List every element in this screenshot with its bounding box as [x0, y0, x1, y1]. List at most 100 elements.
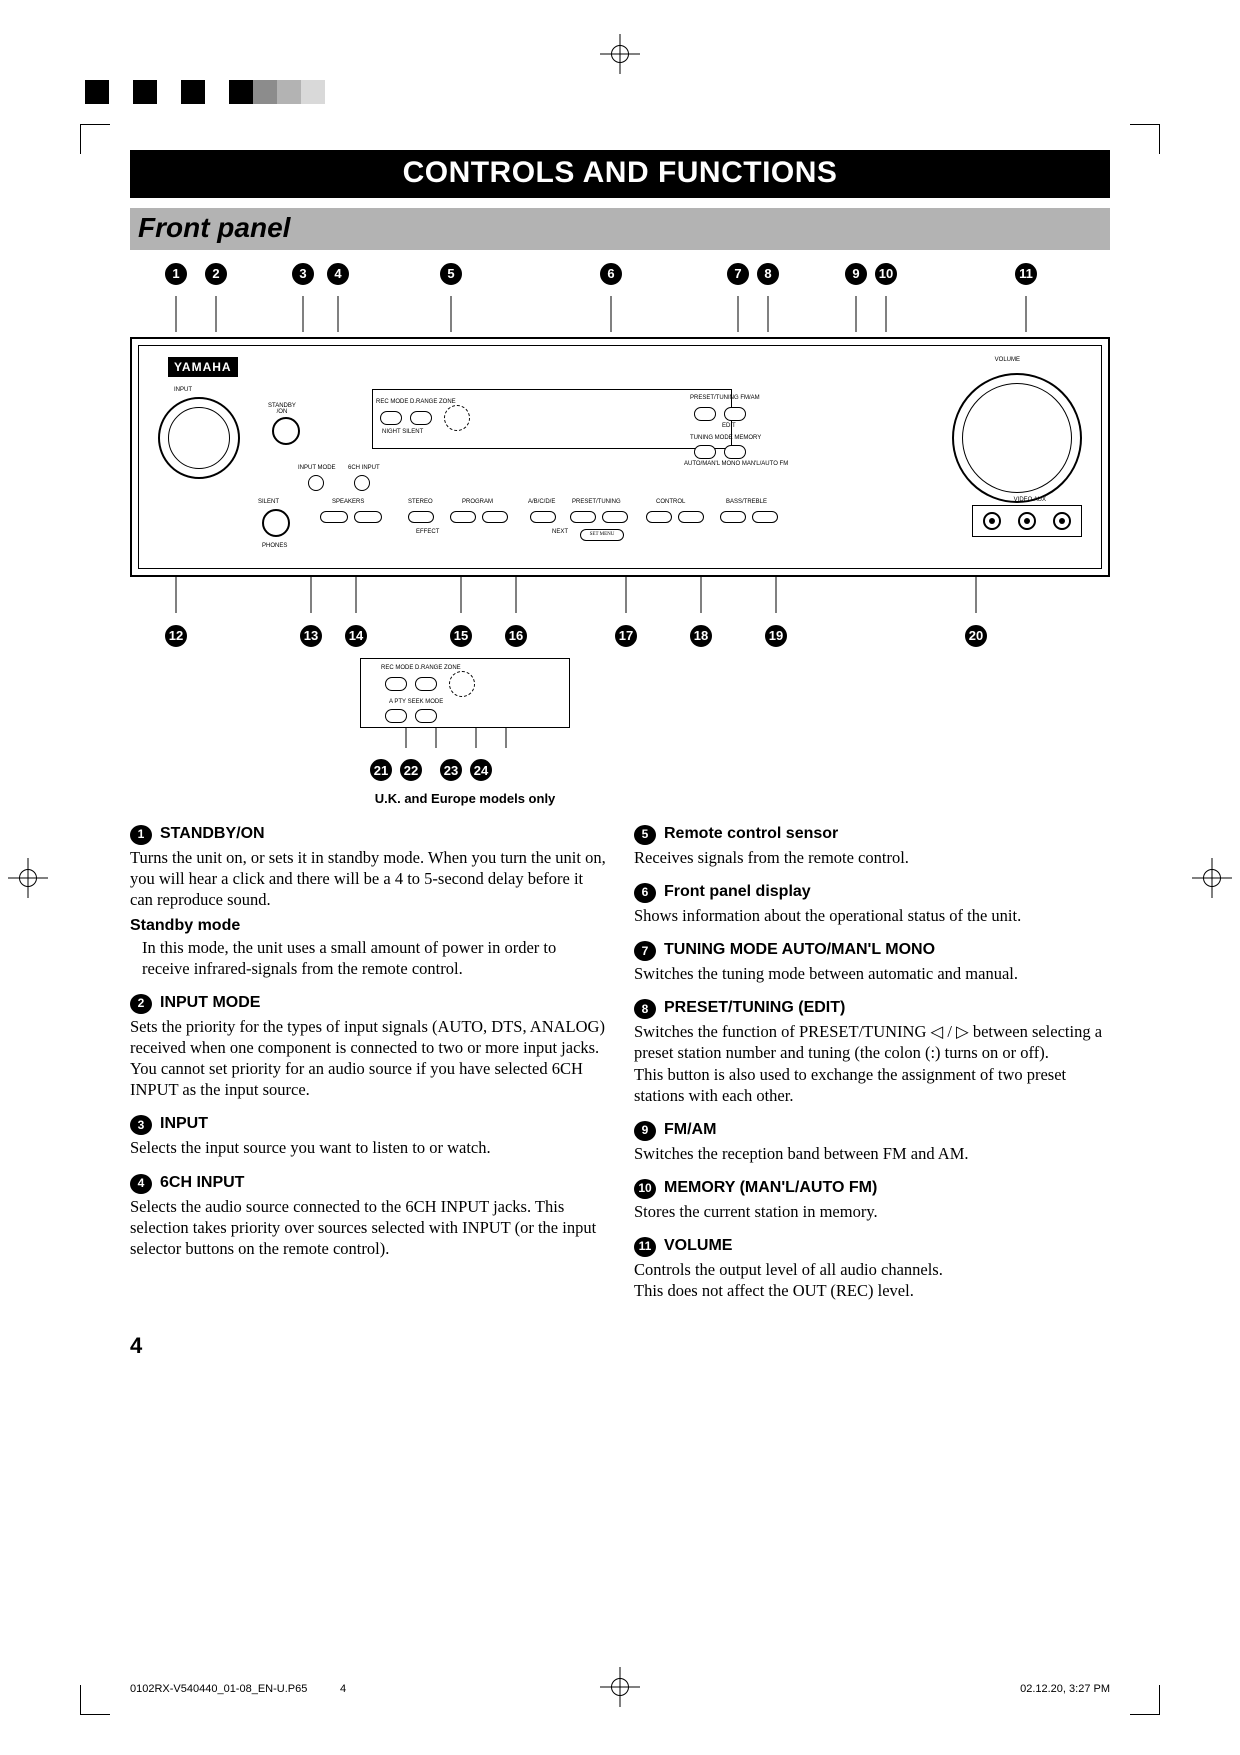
footer-timestamp: 02.12.20, 3:27 PM	[1020, 1683, 1110, 1695]
volume-knob	[952, 373, 1082, 503]
item-title: INPUT MODE	[160, 993, 260, 1013]
item-title: PRESET/TUNING (EDIT)	[664, 998, 845, 1018]
remote-sensor	[444, 405, 470, 431]
page-number: 4	[130, 1333, 1110, 1359]
item-body: Switches the function of PRESET/TUNING ◁…	[634, 1021, 1110, 1105]
callout-number: 11	[634, 1237, 656, 1257]
control-item: 7 TUNING MODE AUTO/MAN'L MONO Switches the…	[634, 940, 1110, 984]
crop-mark	[80, 124, 110, 154]
crosshair-left	[8, 858, 48, 898]
item-title: INPUT	[160, 1114, 208, 1134]
item-body: Receives signals from the remote control…	[634, 847, 1110, 868]
item-title: FM/AM	[664, 1120, 716, 1140]
sub-body: In this mode, the unit uses a small amou…	[130, 937, 606, 979]
description-columns: 1 STANDBY/ON Turns the unit on, or sets it…	[130, 824, 1110, 1315]
callout-number: 8	[634, 999, 656, 1019]
callout-number: 6	[600, 263, 622, 285]
volume-label: VOLUME	[995, 357, 1020, 363]
item-title: MEMORY (MAN'L/AUTO FM)	[664, 1178, 877, 1198]
callout-number: 9	[634, 1121, 656, 1141]
item-body: Stores the current station in memory.	[634, 1201, 1110, 1222]
item-title: Remote control sensor	[664, 824, 838, 844]
control-item: 3 INPUT Selects the input source you want …	[130, 1114, 606, 1158]
standby-button	[272, 417, 300, 445]
item-body: Switches the tuning mode between automat…	[634, 963, 1110, 984]
control-item: 1 STANDBY/ON Turns the unit on, or sets it…	[130, 824, 606, 979]
callout-number: 24	[470, 759, 492, 781]
callout-number: 7	[727, 263, 749, 285]
item-body: Shows information about the operational …	[634, 905, 1110, 926]
callout-number: 23	[440, 759, 462, 781]
callout-number: 13	[300, 625, 322, 647]
callout-number: 3	[130, 1115, 152, 1135]
callout-number: 17	[615, 625, 637, 647]
item-title: STANDBY/ON	[160, 824, 265, 844]
control-item: 8 PRESET/TUNING (EDIT) Switches the functi…	[634, 998, 1110, 1105]
callout-number: 15	[450, 625, 472, 647]
callout-number: 6	[634, 883, 656, 903]
item-body: Selects the input source you want to lis…	[130, 1137, 606, 1158]
callout-number: 4	[327, 263, 349, 285]
item-title: 6CH INPUT	[160, 1173, 244, 1193]
item-title: TUNING MODE AUTO/MAN'L MONO	[664, 940, 935, 960]
brand-logo: YAMAHA	[168, 357, 238, 377]
front-panel-diagram: 1234567891011 YAMAHA INPUT VOLUME STANDB…	[130, 262, 1110, 806]
control-item: 5 Remote control sensor Receives signals f…	[634, 824, 1110, 868]
inset-caption: U.K. and Europe models only	[360, 791, 570, 806]
callout-number: 10	[875, 263, 897, 285]
callout-number: 5	[440, 263, 462, 285]
input-label: INPUT	[174, 387, 192, 393]
item-body: Turns the unit on, or sets it in standby…	[130, 847, 606, 910]
video-aux-jacks	[972, 505, 1082, 537]
sub-title: Standby mode	[130, 916, 606, 936]
item-body: Controls the output level of all audio c…	[634, 1259, 1110, 1301]
crop-mark	[80, 1685, 110, 1715]
callout-number: 18	[690, 625, 712, 647]
crosshair-top	[600, 34, 640, 74]
callout-number: 14	[345, 625, 367, 647]
callout-number: 8	[757, 263, 779, 285]
callout-number: 3	[292, 263, 314, 285]
item-body: Selects the audio source connected to th…	[130, 1196, 606, 1259]
control-item: 4 6CH INPUT Selects the audio source conne…	[130, 1173, 606, 1259]
callout-number: 20	[965, 625, 987, 647]
page-content: CONTROLS AND FUNCTIONS Front panel 12345…	[130, 150, 1110, 1359]
crop-mark	[1130, 124, 1160, 154]
control-item: 9 FM/AM Switches the reception band betwee…	[634, 1120, 1110, 1164]
inset-uk-europe: REC MODE D.RANGE ZONE A PTY SEEK MODE 21…	[360, 658, 570, 806]
callout-number: 11	[1015, 263, 1037, 285]
control-item: 10 MEMORY (MAN'L/AUTO FM) Stores the curre…	[634, 1178, 1110, 1222]
callout-number: 4	[130, 1174, 152, 1194]
item-title: Front panel display	[664, 882, 811, 902]
footer-filename: 0102RX-V540440_01-08_EN-U.P65	[130, 1683, 307, 1695]
item-body: Sets the priority for the types of input…	[130, 1016, 606, 1100]
callout-number: 5	[634, 825, 656, 845]
callout-number: 22	[400, 759, 422, 781]
control-item: 2 INPUT MODE Sets the priority for the typ…	[130, 993, 606, 1100]
footer-page: 4	[340, 1683, 346, 1695]
callout-number: 10	[634, 1179, 656, 1199]
crop-mark	[1130, 1685, 1160, 1715]
page-title: CONTROLS AND FUNCTIONS	[130, 150, 1110, 198]
registration-marks	[0, 38, 1240, 78]
callout-number: 1	[165, 263, 187, 285]
callout-number: 1	[130, 825, 152, 845]
callout-number: 19	[765, 625, 787, 647]
callout-number: 7	[634, 941, 656, 961]
item-body: Switches the reception band between FM a…	[634, 1143, 1110, 1164]
section-title: Front panel	[130, 208, 1110, 250]
crosshair-right	[1192, 858, 1232, 898]
input-knob	[158, 397, 240, 479]
callout-number: 2	[130, 994, 152, 1014]
callout-number: 16	[505, 625, 527, 647]
callout-number: 2	[205, 263, 227, 285]
control-item: 6 Front panel display Shows information ab…	[634, 882, 1110, 926]
callout-number: 12	[165, 625, 187, 647]
phones-jack	[262, 509, 290, 537]
crosshair-bottom	[600, 1667, 640, 1707]
standby-label: STANDBY /ON	[268, 403, 296, 415]
callout-number: 21	[370, 759, 392, 781]
device-outline: YAMAHA INPUT VOLUME STANDBY /ON REC MODE…	[130, 337, 1110, 577]
item-title: VOLUME	[664, 1236, 732, 1256]
control-item: 11 VOLUME Controls the output level of all…	[634, 1236, 1110, 1301]
